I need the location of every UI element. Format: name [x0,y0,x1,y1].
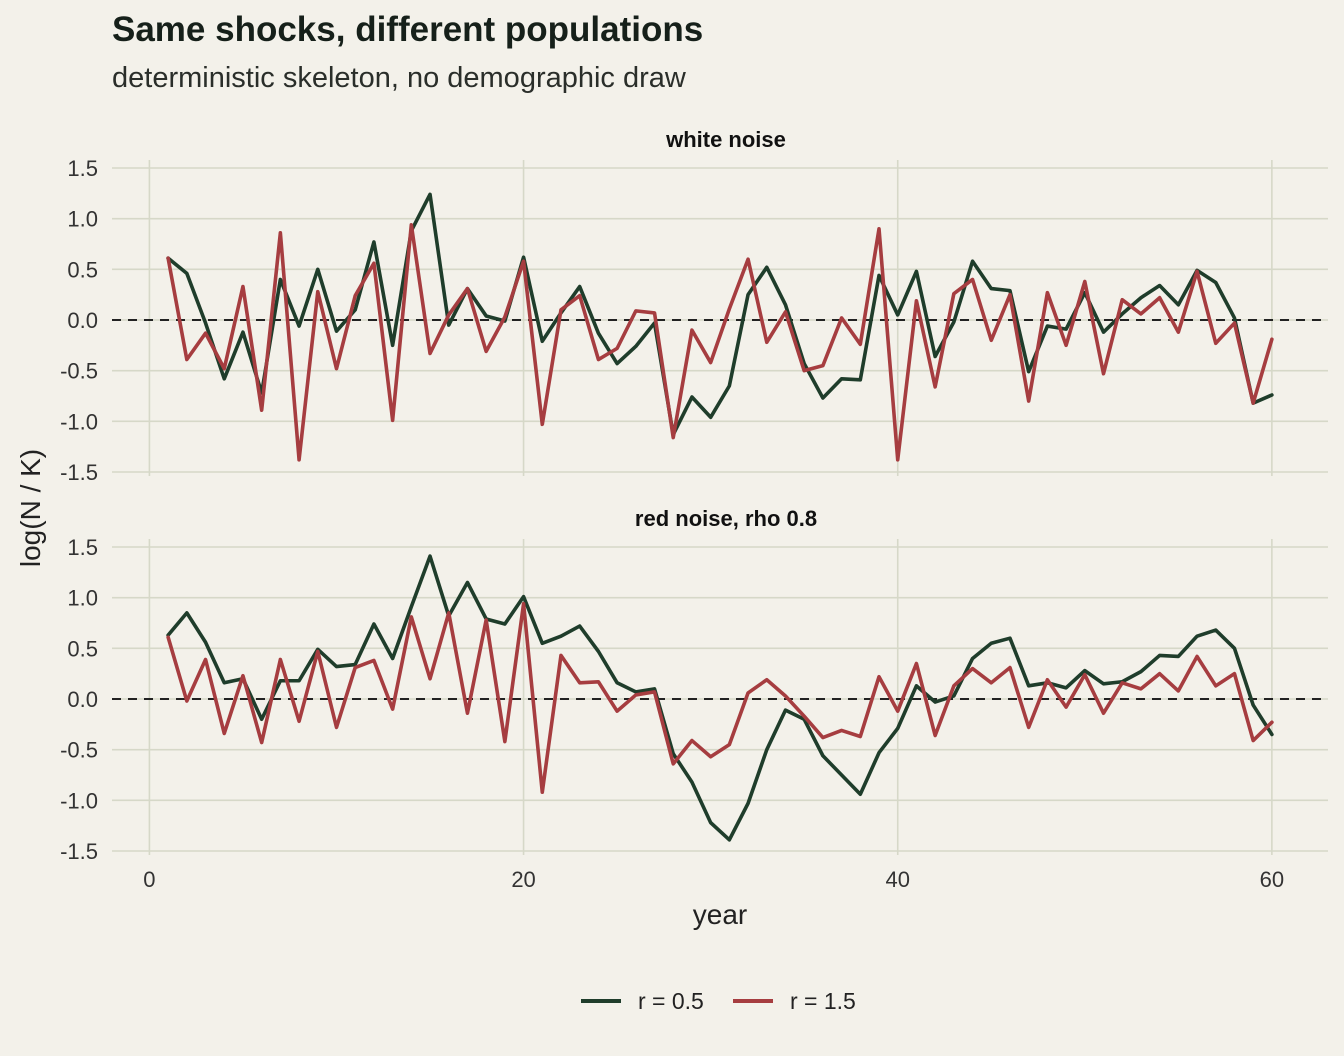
series-line-r05 [166,192,1274,437]
y-axis-title: log(N / K) [15,449,46,567]
legend-entry: r = 1.5 [790,988,856,1014]
y-tick-label: -0.5 [60,359,98,384]
y-tick-label: 0.5 [67,636,98,661]
x-tick-label: 40 [885,867,909,892]
chart-subtitle: deterministic skeleton, no demographic d… [112,62,686,94]
y-tick-label: 1.5 [67,535,98,560]
y-tick-label: 0.0 [67,308,98,333]
panel-strip-label: red noise, rho 0.8 [635,506,817,531]
series-line-r05 [166,554,1274,842]
legend-entry: r = 0.5 [638,988,704,1014]
y-tick-label: -1.0 [60,788,98,813]
x-axis-title: year [693,899,747,930]
series-line-r15 [166,601,1274,795]
y-tick-label: 0.0 [67,687,98,712]
y-tick-label: 1.5 [67,156,98,181]
panel-strip-label: white noise [665,127,786,152]
y-tick-label: -1.0 [60,409,98,434]
series-line-r15 [166,222,1274,462]
y-tick-label: -0.5 [60,738,98,763]
y-tick-label: -1.5 [60,460,98,485]
y-tick-label: 0.5 [67,257,98,282]
y-tick-label: 1.0 [67,207,98,232]
x-tick-label: 0 [143,867,155,892]
x-tick-label: 60 [1260,867,1284,892]
y-tick-label: 1.0 [67,586,98,611]
x-tick-label: 20 [511,867,535,892]
chart-title: Same shocks, different populations [112,10,704,49]
y-tick-label: -1.5 [60,839,98,864]
